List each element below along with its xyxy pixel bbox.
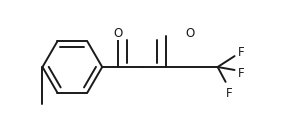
- Text: F: F: [226, 87, 233, 100]
- Text: F: F: [238, 46, 245, 59]
- Text: O: O: [185, 27, 194, 40]
- Text: F: F: [238, 67, 245, 80]
- Text: O: O: [113, 27, 123, 40]
